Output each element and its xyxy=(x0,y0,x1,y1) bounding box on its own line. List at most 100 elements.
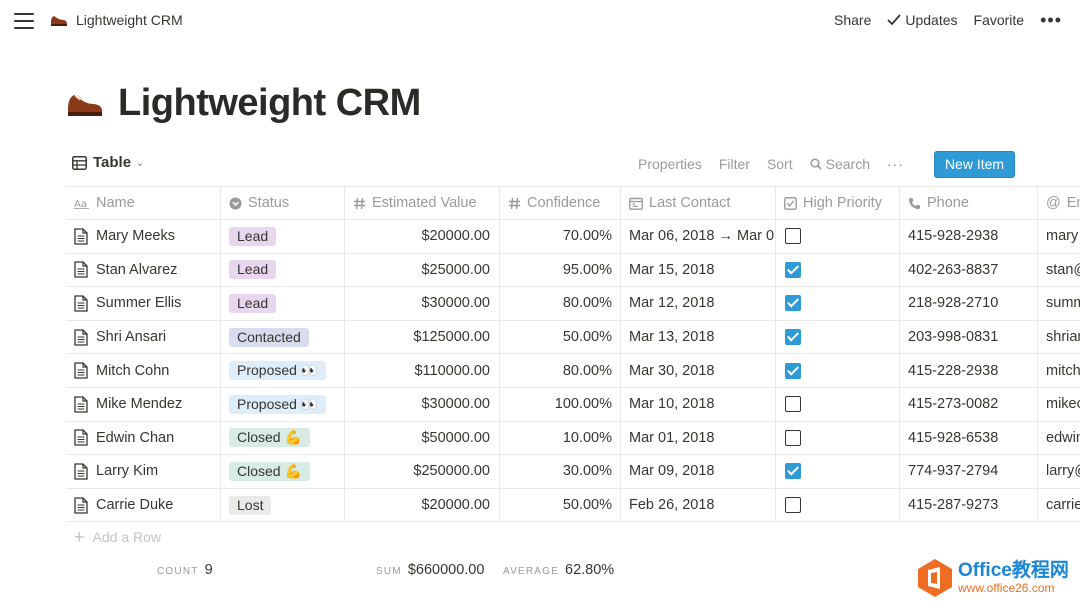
confidence-cell[interactable]: 80.00% xyxy=(500,354,621,387)
email-cell[interactable]: stan@ xyxy=(1046,261,1080,278)
view-more-icon[interactable]: ··· xyxy=(886,156,904,172)
phone-cell[interactable]: 774-937-2794 xyxy=(900,455,1038,488)
last-contact-cell[interactable]: Mar 01, 2018 xyxy=(621,421,776,455)
last-contact-cell[interactable]: Mar 12, 2018 xyxy=(621,287,776,320)
name-cell[interactable]: Stan Alvarez xyxy=(66,253,221,287)
column-header-last-contact[interactable]: Last Contact xyxy=(621,187,776,219)
last-contact-cell[interactable]: Mar 06, 2018 → Mar 0 xyxy=(621,220,776,253)
phone-cell[interactable]: 415-928-6538 xyxy=(900,421,1038,455)
estimated-value-cell[interactable]: $30000.00 xyxy=(345,287,500,320)
estimated-value-cell[interactable]: $250000.00 xyxy=(345,455,500,488)
sort-button[interactable]: Sort xyxy=(767,156,793,172)
status-cell[interactable]: Lead xyxy=(221,220,345,253)
column-header-name[interactable]: Aa Name xyxy=(66,187,221,219)
confidence-cell[interactable]: 10.00% xyxy=(500,421,621,455)
table-row[interactable]: Mitch Cohn Proposed 👀 $110000.00 80.00% Mar … xyxy=(66,354,1080,388)
column-header-confidence[interactable]: Confidence xyxy=(500,187,621,219)
status-cell[interactable]: Proposed 👀 xyxy=(221,387,345,421)
column-header-status[interactable]: Status xyxy=(221,187,345,219)
hamburger-menu-icon[interactable] xyxy=(14,13,34,29)
share-button[interactable]: Share xyxy=(834,12,871,28)
high-priority-checkbox[interactable] xyxy=(785,295,801,312)
estimated-value-cell[interactable]: $50000.00 xyxy=(345,421,500,455)
email-cell[interactable]: shrian xyxy=(1046,329,1080,346)
last-contact-cell[interactable]: Mar 09, 2018 xyxy=(621,455,776,488)
estimated-value-cell[interactable]: $25000.00 xyxy=(345,253,500,287)
status-cell[interactable]: Lost xyxy=(221,488,345,522)
status-cell[interactable]: Proposed 👀 xyxy=(221,354,345,387)
name-cell[interactable]: Carrie Duke xyxy=(66,488,221,522)
breadcrumb[interactable]: Lightweight CRM xyxy=(50,12,183,28)
search-button[interactable]: Search xyxy=(810,156,870,172)
status-cell[interactable]: Contacted xyxy=(221,320,345,354)
phone-cell[interactable]: 203-998-0831 xyxy=(900,320,1038,354)
email-cell[interactable]: edwin xyxy=(1046,429,1080,446)
last-contact-cell[interactable]: Mar 15, 2018 xyxy=(621,253,776,287)
name-cell[interactable]: Shri Ansari xyxy=(66,320,221,354)
table-row[interactable]: Edwin Chan Closed 💪 $50000.00 10.00% Mar 01,… xyxy=(66,421,1080,456)
last-contact-cell[interactable]: Mar 10, 2018 xyxy=(621,387,776,421)
estimated-value-cell[interactable]: $20000.00 xyxy=(345,220,500,253)
column-header-email[interactable]: @ Em xyxy=(1038,187,1080,219)
high-priority-checkbox[interactable] xyxy=(785,228,801,245)
high-priority-checkbox[interactable] xyxy=(785,329,801,346)
email-cell[interactable]: larry@ xyxy=(1046,463,1080,480)
status-cell[interactable]: Lead xyxy=(221,253,345,287)
phone-cell[interactable]: 415-228-2938 xyxy=(900,354,1038,387)
status-cell[interactable]: Lead xyxy=(221,287,345,320)
table-row[interactable]: Larry Kim Closed 💪 $250000.00 30.00% Mar 09,… xyxy=(66,455,1080,489)
table-row[interactable]: Mary Meeks Lead $20000.00 70.00% Mar 06, 201… xyxy=(66,220,1080,254)
confidence-cell[interactable]: 100.00% xyxy=(500,387,621,421)
more-options-icon[interactable]: ••• xyxy=(1040,10,1062,30)
phone-cell[interactable]: 415-273-0082 xyxy=(900,387,1038,421)
average-aggregate[interactable]: AVERAGE 62.80% xyxy=(503,562,614,578)
confidence-cell[interactable]: 95.00% xyxy=(500,253,621,287)
estimated-value-cell[interactable]: $110000.00 xyxy=(345,354,500,387)
high-priority-checkbox[interactable] xyxy=(785,463,801,480)
estimated-value-cell[interactable]: $125000.00 xyxy=(345,320,500,354)
confidence-cell[interactable]: 30.00% xyxy=(500,455,621,488)
table-row[interactable]: Stan Alvarez Lead $25000.00 95.00% Mar 15, 2… xyxy=(66,253,1080,288)
name-cell[interactable]: Summer Ellis xyxy=(66,287,221,320)
favorite-button[interactable]: Favorite xyxy=(974,12,1025,28)
table-row[interactable]: Summer Ellis Lead $30000.00 80.00% Mar 12, 2… xyxy=(66,287,1080,321)
name-cell[interactable]: Mitch Cohn xyxy=(66,354,221,387)
high-priority-checkbox[interactable] xyxy=(785,429,801,446)
updates-button[interactable]: Updates xyxy=(887,12,958,28)
new-item-button[interactable]: New Item xyxy=(934,151,1015,178)
phone-cell[interactable]: 402-263-8837 xyxy=(900,253,1038,287)
name-cell[interactable]: Edwin Chan xyxy=(66,421,221,455)
high-priority-checkbox[interactable] xyxy=(785,261,801,278)
last-contact-cell[interactable]: Mar 30, 2018 xyxy=(621,354,776,387)
confidence-cell[interactable]: 70.00% xyxy=(500,220,621,253)
email-cell[interactable]: mitch xyxy=(1046,362,1080,379)
phone-cell[interactable]: 415-287-9273 xyxy=(900,488,1038,522)
last-contact-cell[interactable]: Feb 26, 2018 xyxy=(621,488,776,522)
count-aggregate[interactable]: COUNT 9 xyxy=(157,562,213,578)
column-header-high-priority[interactable]: High Priority xyxy=(776,187,900,219)
status-cell[interactable]: Closed 💪 xyxy=(221,455,345,488)
name-cell[interactable]: Larry Kim xyxy=(66,455,221,488)
name-cell[interactable]: Mike Mendez xyxy=(66,387,221,421)
estimated-value-cell[interactable]: $20000.00 xyxy=(345,488,500,522)
table-row[interactable]: Mike Mendez Proposed 👀 $30000.00 100.00% Mar… xyxy=(66,387,1080,422)
phone-cell[interactable]: 415-928-2938 xyxy=(900,220,1038,253)
last-contact-cell[interactable]: Mar 13, 2018 xyxy=(621,320,776,354)
phone-cell[interactable]: 218-928-2710 xyxy=(900,287,1038,320)
confidence-cell[interactable]: 50.00% xyxy=(500,488,621,522)
confidence-cell[interactable]: 50.00% xyxy=(500,320,621,354)
email-cell[interactable]: carrie xyxy=(1046,497,1080,514)
status-cell[interactable]: Closed 💪 xyxy=(221,421,345,455)
name-cell[interactable]: Mary Meeks xyxy=(66,220,221,253)
column-header-estimated-value[interactable]: Estimated Value xyxy=(345,187,500,219)
high-priority-checkbox[interactable] xyxy=(785,396,801,413)
column-header-phone[interactable]: Phone xyxy=(900,187,1038,219)
email-cell[interactable]: summ xyxy=(1046,295,1080,312)
email-cell[interactable]: mary xyxy=(1046,228,1079,245)
properties-button[interactable]: Properties xyxy=(638,156,702,172)
view-selector[interactable]: Table ⌄ xyxy=(72,154,144,171)
estimated-value-cell[interactable]: $30000.00 xyxy=(345,387,500,421)
table-row[interactable]: Shri Ansari Contacted $125000.00 50.00% Mar … xyxy=(66,320,1080,355)
add-row-button[interactable]: + Add a Row xyxy=(66,522,161,552)
filter-button[interactable]: Filter xyxy=(719,156,750,172)
